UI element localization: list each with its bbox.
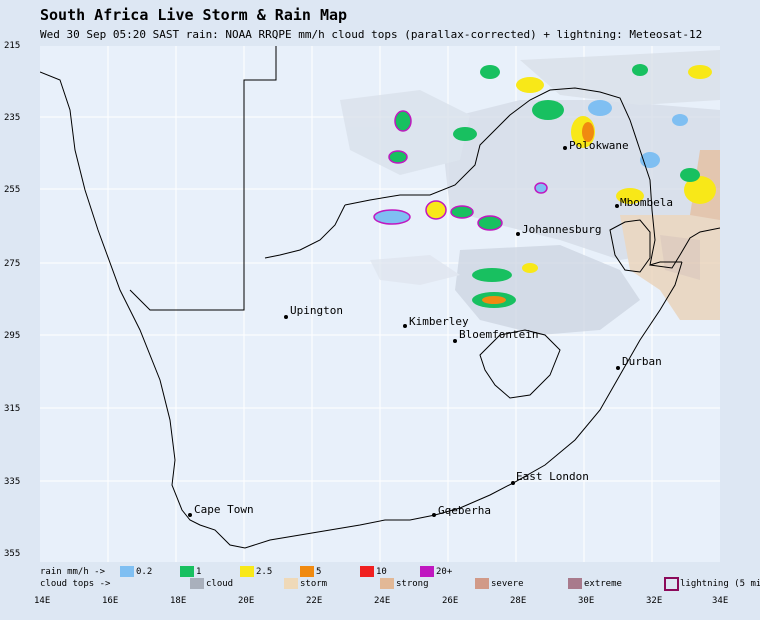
- rain-swatch-label: 0.2: [136, 567, 153, 577]
- city-label: Bloemfontein: [459, 328, 538, 341]
- storm-cell: [388, 150, 408, 164]
- lat-label: 335: [4, 477, 21, 487]
- cloud-swatch: [475, 578, 489, 589]
- city-label: Upington: [290, 304, 343, 317]
- rain-swatch: [420, 566, 434, 577]
- rain-cells: [373, 64, 716, 308]
- storm-cell: [534, 182, 548, 194]
- map-title: South Africa Live Storm & Rain Map: [40, 6, 348, 24]
- storm-cell: [394, 110, 412, 132]
- rain-cell: [688, 65, 712, 79]
- city-label: Cape Town: [194, 503, 254, 516]
- rain-cell: [532, 100, 564, 120]
- city-label: Gqeberha: [438, 504, 491, 517]
- city-markers: Polokwane Mbombela Johannesburg Upington…: [188, 139, 673, 517]
- coastline: [40, 46, 720, 549]
- rain-legend-caption: rain mm/h ->: [40, 567, 106, 577]
- storm-cell: [373, 209, 411, 225]
- city-label: Polokwane: [569, 139, 629, 152]
- rain-swatch-label: 2.5: [256, 567, 273, 577]
- city-marker: [516, 232, 520, 236]
- lon-label: 16E: [102, 596, 119, 606]
- rain-cell: [684, 176, 716, 204]
- rain-swatch: [300, 566, 314, 577]
- rain-cell: [632, 64, 648, 76]
- cloud-swatch-label: extreme: [584, 579, 622, 589]
- city-marker: [615, 204, 619, 208]
- lon-label: 28E: [510, 596, 527, 606]
- rain-cell: [680, 168, 700, 182]
- lon-label: 18E: [170, 596, 187, 606]
- city-label: Mbombela: [620, 196, 673, 209]
- rain-cell: [480, 65, 500, 79]
- rain-swatch: [180, 566, 194, 577]
- rain-swatch-label: 5: [316, 567, 322, 577]
- lightning-swatch: [664, 577, 679, 591]
- cloud-swatch: [190, 578, 204, 589]
- rain-cell: [672, 114, 688, 126]
- cloud-swatch-label: strong: [396, 579, 429, 589]
- lon-label: 30E: [578, 596, 595, 606]
- lon-label: 24E: [374, 596, 391, 606]
- cloud-swatch: [568, 578, 582, 589]
- lat-label: 235: [4, 113, 21, 123]
- city-marker: [284, 315, 288, 319]
- rain-cell: [482, 296, 506, 304]
- city-marker: [403, 324, 407, 328]
- storm-cell: [425, 200, 447, 220]
- rain-cell: [472, 268, 512, 282]
- rain-cell: [588, 100, 612, 116]
- lon-label: 34E: [712, 596, 729, 606]
- cloud-swatch: [284, 578, 298, 589]
- lon-label: 22E: [306, 596, 323, 606]
- lat-label: 315: [4, 404, 21, 414]
- rain-cell: [516, 77, 544, 93]
- city-marker: [511, 481, 515, 485]
- lat-label: 215: [4, 41, 21, 51]
- lat-label: 275: [4, 259, 21, 269]
- storm-rain-map[interactable]: Polokwane Mbombela Johannesburg Upington…: [40, 46, 720, 562]
- cloud-swatch-label: storm: [300, 579, 328, 589]
- storm-cell: [477, 215, 503, 231]
- lat-label: 295: [4, 331, 21, 341]
- rain-swatch: [120, 566, 134, 577]
- city-label: Kimberley: [409, 315, 469, 328]
- city-label: Johannesburg: [522, 223, 601, 236]
- storm-cell: [450, 205, 474, 219]
- city-label: Durban: [622, 355, 662, 368]
- rain-swatch: [240, 566, 254, 577]
- city-marker: [616, 366, 620, 370]
- rain-cell: [582, 122, 594, 142]
- city-marker: [432, 513, 436, 517]
- lat-label: 355: [4, 549, 21, 559]
- cloud-swatch-label: severe: [491, 579, 524, 589]
- lon-label: 26E: [442, 596, 459, 606]
- lon-label: 32E: [646, 596, 663, 606]
- rain-cell: [522, 263, 538, 273]
- rain-swatch: [360, 566, 374, 577]
- lon-label: 20E: [238, 596, 255, 606]
- rain-cell: [616, 188, 644, 204]
- cloud-swatch-label: cloud: [206, 579, 234, 589]
- rain-swatch-label: 1: [196, 567, 202, 577]
- rain-swatch-label: 20+: [436, 567, 453, 577]
- city-marker: [188, 513, 192, 517]
- city-marker: [453, 339, 457, 343]
- cloud-legend-caption: cloud tops ->: [40, 579, 111, 589]
- rain-cell: [453, 127, 477, 141]
- cloud-swatch: [380, 578, 394, 589]
- cloud-swatch-label: lightning (5 min: [680, 579, 760, 589]
- rain-swatch-label: 10: [376, 567, 387, 577]
- map-subtitle: Wed 30 Sep 05:20 SAST rain: NOAA RRQPE m…: [40, 28, 703, 41]
- lon-label: 14E: [34, 596, 51, 606]
- city-marker: [563, 146, 567, 150]
- city-label: East London: [516, 470, 589, 483]
- lat-label: 255: [4, 185, 21, 195]
